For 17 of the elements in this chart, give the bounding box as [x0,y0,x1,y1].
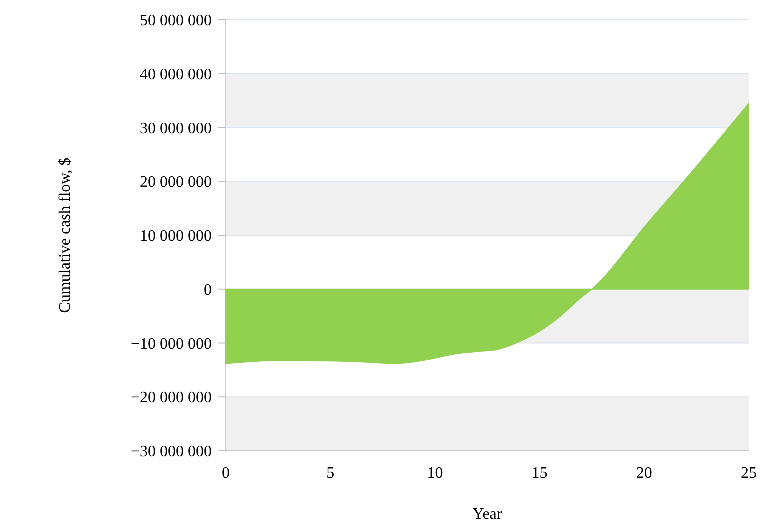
x-axis-title: Year [472,506,503,523]
x-tick-label: 20 [636,465,652,482]
x-tick-label: 5 [326,465,335,482]
y-tick-label: −30 000 000 [130,444,212,461]
y-tick-label: 10 000 000 [140,228,212,246]
y-tick-label: 50 000 000 [140,12,212,30]
y-axis-title: Cumulative cash flow, $ [57,158,74,314]
x-tick-label: 25 [741,465,757,482]
y-tick-label: 20 000 000 [140,174,212,192]
x-tick-label: 0 [222,465,230,482]
y-tick-label: 0 [204,282,212,299]
x-tick-label: 10 [427,465,444,482]
y-tick-label: 40 000 000 [140,66,212,84]
y-tick-label: −10 000 000 [130,336,212,353]
y-tick-label: 30 000 000 [140,120,212,138]
x-tick-label: 15 [532,465,548,482]
y-tick-label: −20 000 000 [130,390,212,407]
